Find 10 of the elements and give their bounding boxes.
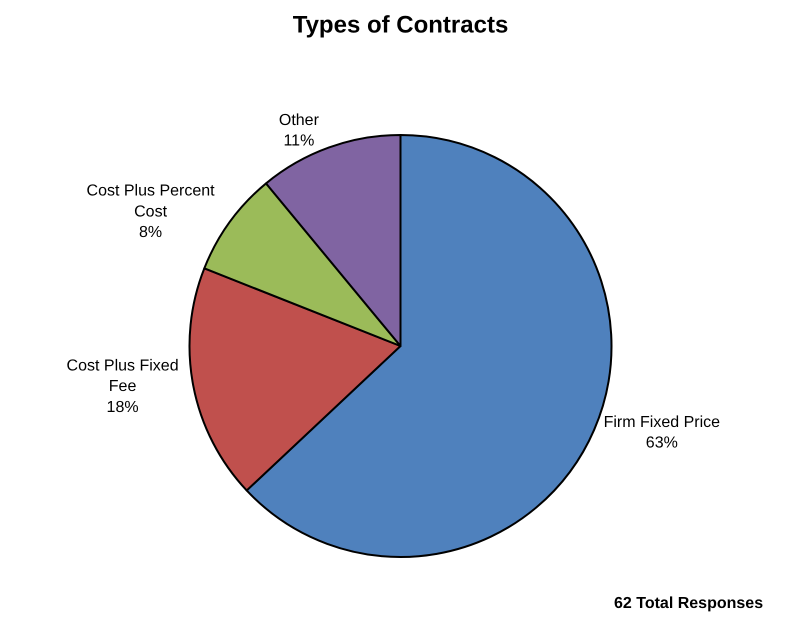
data-label: 18%	[106, 398, 139, 416]
slice-label: Firm Fixed Price	[604, 414, 720, 431]
data-label: 63%	[646, 434, 678, 452]
text: 62 Total Responses	[614, 595, 764, 612]
slice-label: Cost Plus Fixed Fee	[66, 357, 179, 396]
data-label: 8%	[139, 224, 162, 242]
slice-label: Cost Plus Percent Cost	[86, 182, 216, 220]
slice-label: Other	[278, 112, 320, 129]
chart-title: Types of Contracts	[292, 12, 508, 39]
data-label: 11%	[283, 132, 314, 150]
